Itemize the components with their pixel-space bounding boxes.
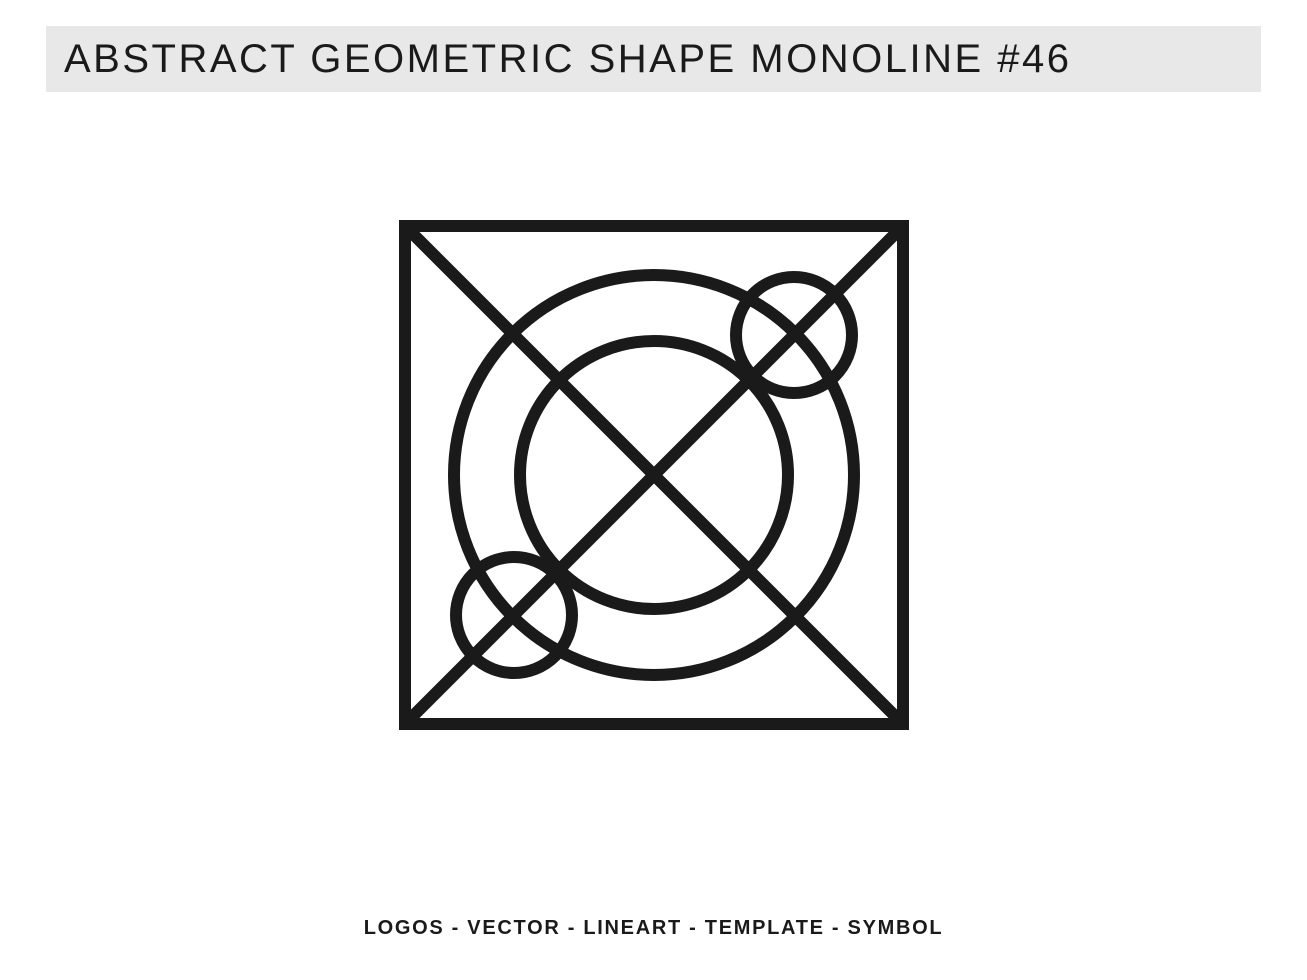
- footer-tags-text: LOGOS - VECTOR - LINEART - TEMPLATE - SY…: [364, 917, 944, 939]
- monoline-artwork: [399, 220, 909, 730]
- page-title: ABSTRACT GEOMETRIC SHAPE MONOLINE #46: [64, 37, 1072, 82]
- footer-tags: LOGOS - VECTOR - LINEART - TEMPLATE - SY…: [0, 917, 1307, 940]
- title-bar: ABSTRACT GEOMETRIC SHAPE MONOLINE #46: [46, 26, 1261, 92]
- geometric-shape-icon: [399, 220, 909, 730]
